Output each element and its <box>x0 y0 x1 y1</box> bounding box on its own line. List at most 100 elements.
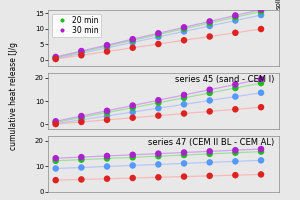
Point <box>130 104 135 107</box>
Point <box>130 110 135 114</box>
Point <box>182 30 186 33</box>
Point <box>53 121 58 124</box>
Point <box>259 147 263 151</box>
Point <box>233 95 238 98</box>
Point <box>207 150 212 153</box>
Point <box>233 31 238 34</box>
Point <box>233 108 238 111</box>
Point <box>233 174 238 177</box>
Point <box>105 109 110 112</box>
Point <box>130 116 135 119</box>
Point <box>79 158 84 161</box>
Point <box>79 52 84 55</box>
Point <box>207 161 212 164</box>
Point <box>259 81 263 85</box>
Point <box>130 38 135 41</box>
Point <box>79 54 84 57</box>
Point <box>105 46 110 49</box>
Point <box>182 151 186 154</box>
Point <box>130 176 135 180</box>
Point <box>53 159 58 162</box>
Point <box>259 27 263 31</box>
Point <box>233 19 238 22</box>
Point <box>79 166 84 169</box>
Point <box>207 110 212 113</box>
Point <box>233 86 238 90</box>
Text: solid: solid <box>276 0 282 9</box>
Point <box>105 157 110 160</box>
Point <box>156 152 161 155</box>
Point <box>233 83 238 86</box>
Point <box>105 50 110 53</box>
Point <box>259 8 263 11</box>
Point <box>156 42 161 46</box>
Point <box>259 150 263 153</box>
Point <box>156 176 161 179</box>
Point <box>233 14 238 17</box>
Point <box>105 111 110 114</box>
Point <box>105 118 110 121</box>
Point <box>182 103 186 106</box>
Point <box>207 20 212 23</box>
Point <box>105 154 110 158</box>
Point <box>182 93 186 97</box>
Point <box>156 32 161 35</box>
Point <box>79 116 84 119</box>
Point <box>156 114 161 117</box>
Point <box>79 120 84 124</box>
Point <box>259 159 263 162</box>
Point <box>53 57 58 60</box>
Point <box>105 45 110 48</box>
Point <box>53 55 58 59</box>
Point <box>53 167 58 170</box>
Point <box>182 26 186 29</box>
Point <box>79 155 84 159</box>
Point <box>182 175 186 178</box>
Point <box>53 122 58 126</box>
Point <box>156 33 161 36</box>
Point <box>53 120 58 123</box>
Point <box>53 57 58 61</box>
Point <box>182 162 186 165</box>
Point <box>53 157 58 160</box>
Point <box>207 88 212 91</box>
Point <box>53 179 58 182</box>
Point <box>79 50 84 53</box>
Point <box>259 78 263 81</box>
Point <box>130 153 135 156</box>
Point <box>233 160 238 163</box>
Point <box>130 46 135 49</box>
Text: series 47 (CEM II BL - CEM AL): series 47 (CEM II BL - CEM AL) <box>148 138 274 147</box>
Point <box>207 24 212 28</box>
Point <box>182 96 186 99</box>
Point <box>207 174 212 177</box>
Point <box>182 39 186 42</box>
Point <box>79 118 84 121</box>
Point <box>130 39 135 42</box>
Point <box>259 10 263 13</box>
Point <box>207 91 212 95</box>
Point <box>207 99 212 102</box>
Point <box>53 122 58 125</box>
Point <box>259 173 263 176</box>
Point <box>233 151 238 154</box>
Point <box>130 106 135 109</box>
Point <box>259 106 263 109</box>
Point <box>79 114 84 118</box>
Point <box>105 44 110 47</box>
Point <box>53 56 58 59</box>
Point <box>182 153 186 157</box>
Point <box>182 112 186 115</box>
Point <box>79 178 84 181</box>
Point <box>156 107 161 110</box>
Point <box>105 177 110 180</box>
Point <box>105 114 110 118</box>
Point <box>207 21 212 25</box>
Point <box>156 35 161 39</box>
Point <box>207 152 212 155</box>
Point <box>130 156 135 159</box>
Point <box>233 16 238 19</box>
Point <box>233 149 238 152</box>
Point <box>105 165 110 168</box>
Point <box>156 99 161 102</box>
